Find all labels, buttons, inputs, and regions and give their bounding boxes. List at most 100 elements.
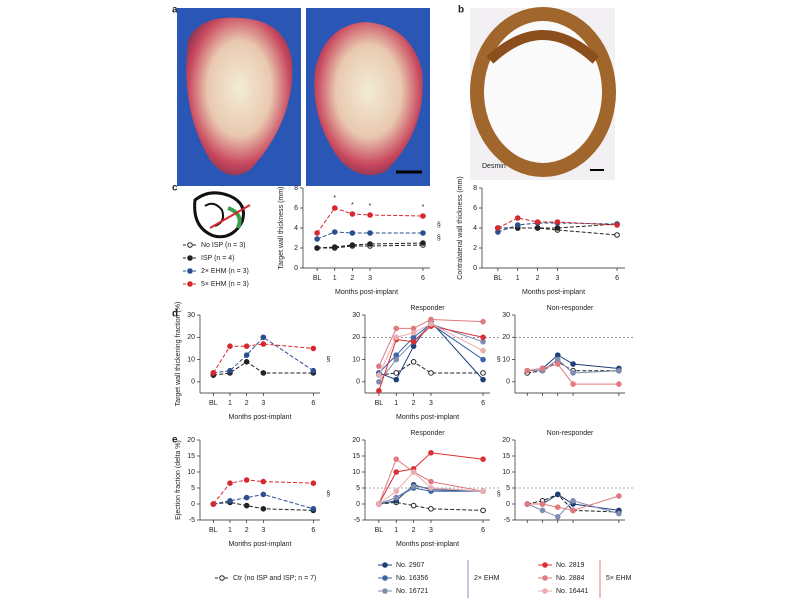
- annotation: *: [333, 195, 336, 202]
- data-point: [570, 370, 576, 376]
- x-axis-label: Months post-implant: [335, 289, 398, 296]
- data-point: [428, 478, 434, 485]
- legend-group-label: 5× EHM: [606, 575, 632, 582]
- legend-marker: [542, 575, 548, 581]
- y-tick-label: 0: [356, 501, 360, 508]
- data-point: [310, 367, 317, 374]
- y-tick-label: 10: [352, 469, 360, 476]
- chart-title: Responder: [410, 305, 445, 312]
- data-point: [260, 334, 267, 341]
- y-tick-label: 15: [187, 453, 195, 460]
- data-point: [393, 456, 400, 463]
- panel-letter: c: [172, 183, 178, 194]
- y-tick-label: 20: [187, 334, 195, 341]
- y-tick-label: 15: [352, 453, 360, 460]
- data-point: [616, 367, 622, 374]
- data-point: [480, 356, 486, 363]
- x-tick-label: 2: [245, 527, 249, 534]
- y-tick-label: 30: [352, 312, 360, 319]
- legend-label: 5× EHM (n = 3): [201, 281, 249, 288]
- data-point: [616, 381, 622, 387]
- x-tick-label: 2: [245, 400, 249, 407]
- x-tick-label: 1: [228, 527, 232, 534]
- data-point: [539, 365, 546, 372]
- legend-marker: [382, 562, 388, 568]
- legend-marker: [382, 588, 388, 594]
- data-point: [410, 334, 417, 341]
- x-tick-label: 1: [394, 400, 398, 407]
- legend-label: No. 2884: [556, 575, 585, 582]
- data-point: [514, 215, 521, 221]
- y-tick-label: 6: [473, 205, 477, 212]
- data-point: [210, 501, 217, 507]
- series-line: [497, 222, 618, 233]
- data-point: [570, 381, 576, 387]
- y-tick-label: 10: [352, 356, 360, 363]
- data-point: [554, 352, 561, 358]
- x-tick-label: BL: [209, 527, 218, 534]
- data-point: [480, 456, 486, 463]
- x-tick-label: 2: [412, 527, 416, 534]
- x-tick-label: BL: [375, 527, 384, 534]
- y-tick-label: 8: [294, 185, 298, 192]
- y-tick-label: 0: [191, 379, 195, 386]
- data-point: [554, 491, 561, 498]
- data-point: [420, 213, 426, 219]
- data-point: [554, 504, 561, 511]
- annotation: §: [326, 491, 330, 498]
- data-point: [393, 352, 400, 358]
- y-tick-label: 4: [473, 225, 477, 232]
- panel-letter: d: [172, 309, 178, 320]
- y-tick-label: 5: [191, 485, 195, 492]
- data-point: [428, 506, 434, 512]
- data-point: [367, 212, 373, 218]
- y-tick-label: 5: [506, 485, 510, 492]
- x-tick-label: BL: [209, 400, 218, 407]
- data-point: [410, 502, 417, 509]
- x-axis-label: Months post-implant: [522, 289, 585, 296]
- stain-label: Desmin: [482, 163, 506, 170]
- y-tick-label: 2: [294, 245, 298, 252]
- data-point: [554, 361, 561, 367]
- y-tick-label: 4: [294, 225, 298, 232]
- data-point: [539, 507, 546, 514]
- legend-label: No ISP (n = 3): [201, 242, 245, 249]
- data-point: [260, 491, 267, 498]
- x-tick-label: 1: [516, 275, 520, 282]
- y-tick-label: -5: [189, 517, 195, 524]
- data-point: [524, 501, 531, 507]
- legend-label: No. 16441: [556, 588, 588, 595]
- annotation: *: [369, 203, 372, 210]
- legend-marker: [187, 268, 193, 274]
- legend-label: 2× EHM (n = 3): [201, 268, 249, 275]
- y-tick-label: 20: [502, 437, 510, 444]
- data-point: [554, 219, 561, 225]
- y-tick-label: 20: [502, 334, 510, 341]
- data-point: [554, 356, 561, 363]
- data-point: [227, 343, 233, 350]
- annotation: §: [437, 235, 441, 242]
- y-tick-label: 0: [473, 265, 477, 272]
- x-tick-label: BL: [494, 275, 503, 282]
- x-axis-label: Months post-implant: [396, 414, 459, 421]
- x-axis-label: Months post-implant: [228, 414, 291, 421]
- panel-letter: e: [172, 435, 178, 446]
- data-point: [367, 241, 373, 247]
- y-tick-label: 5: [356, 485, 360, 492]
- y-tick-label: 6: [294, 205, 298, 212]
- data-point: [410, 325, 417, 332]
- x-tick-label: 6: [311, 527, 315, 534]
- data-point: [614, 232, 620, 238]
- data-point: [410, 469, 417, 475]
- data-point: [376, 379, 382, 385]
- histology-section: [486, 30, 600, 64]
- y-tick-label: -5: [504, 517, 510, 524]
- data-point: [428, 450, 434, 456]
- x-tick-label: 3: [261, 527, 265, 534]
- data-point: [260, 341, 267, 347]
- annotation: §: [437, 222, 441, 229]
- data-point: [310, 345, 317, 352]
- y-tick-label: 10: [502, 356, 510, 363]
- data-point: [614, 222, 620, 228]
